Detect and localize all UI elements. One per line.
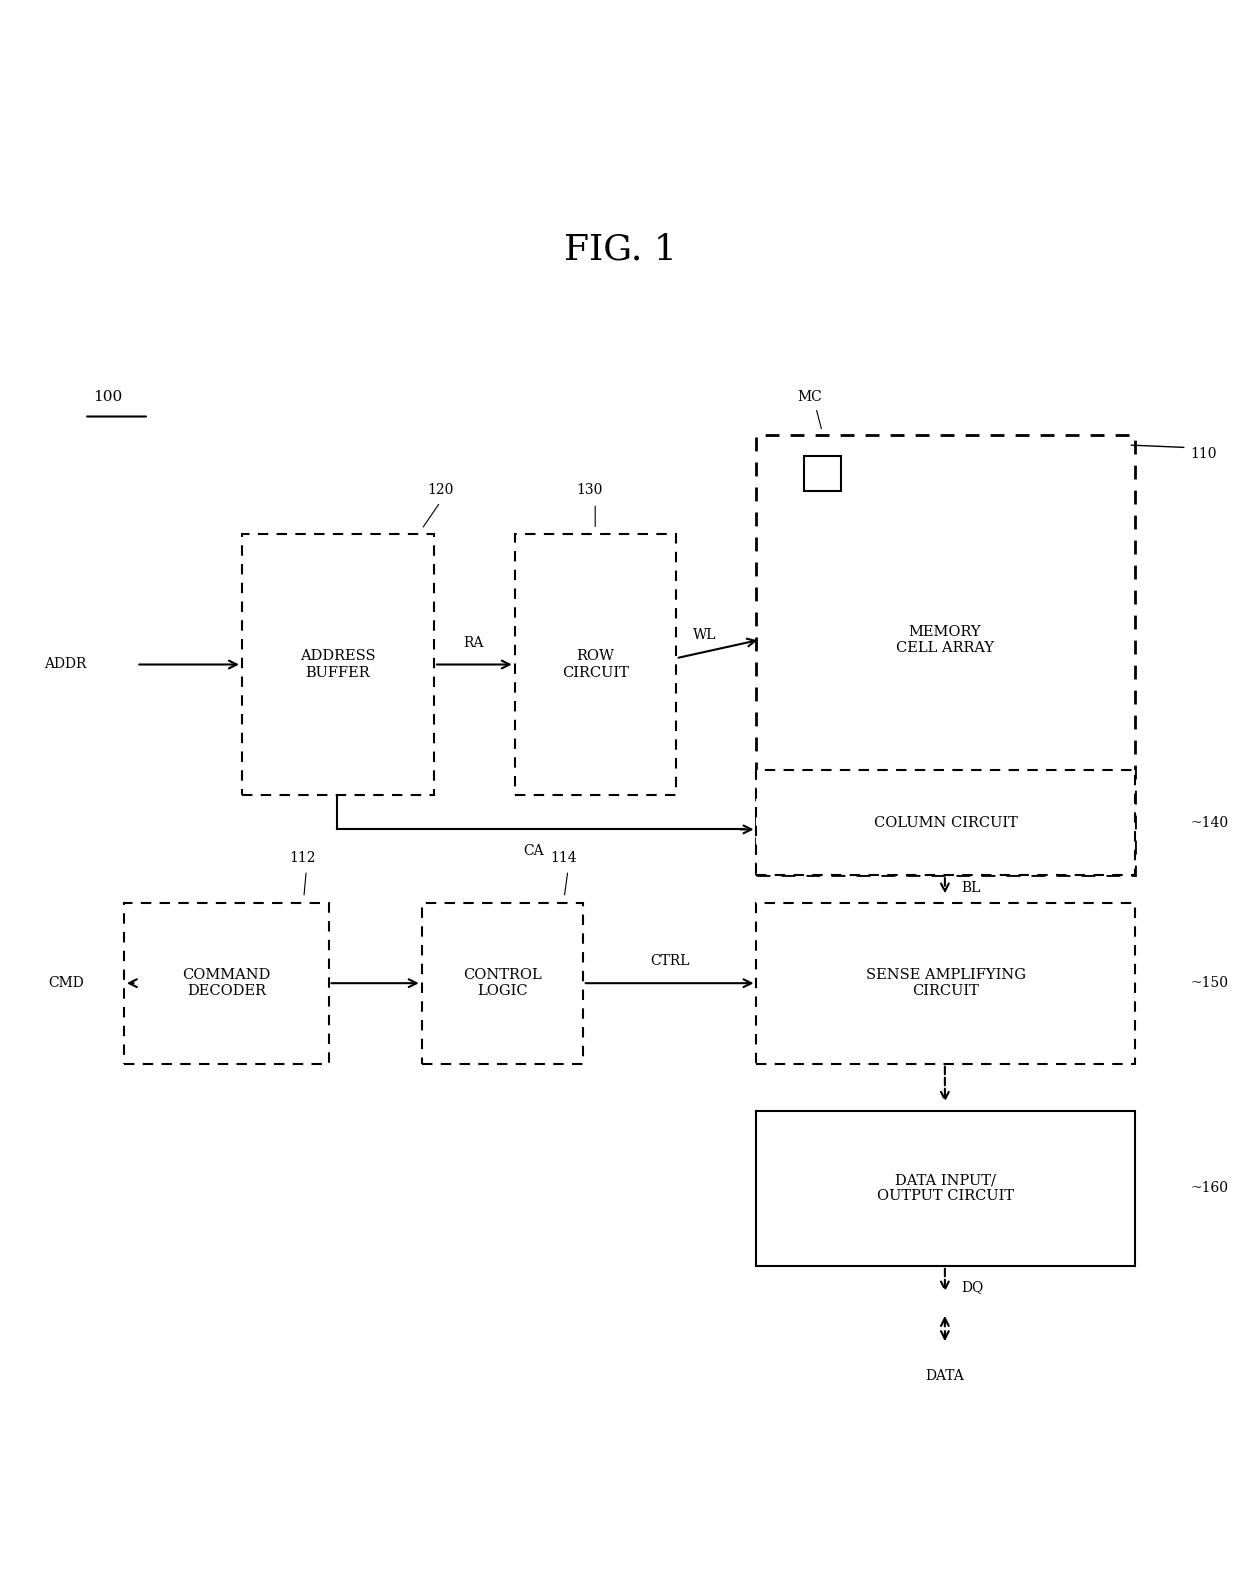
- Text: 120: 120: [428, 483, 454, 497]
- Text: COMMAND
DECODER: COMMAND DECODER: [182, 968, 270, 998]
- Bar: [756, 902, 1135, 1064]
- Bar: [422, 902, 583, 1064]
- Text: DATA: DATA: [925, 1369, 965, 1383]
- Text: MC: MC: [797, 390, 822, 404]
- Text: 110: 110: [1190, 448, 1216, 462]
- Text: ADDR: ADDR: [45, 658, 87, 672]
- Bar: [756, 770, 1135, 875]
- Bar: [804, 456, 841, 490]
- Text: BL: BL: [961, 880, 981, 894]
- Text: COLUMN CIRCUIT: COLUMN CIRCUIT: [873, 815, 1018, 830]
- Text: WL: WL: [693, 628, 717, 642]
- Bar: [515, 535, 676, 795]
- Text: DQ: DQ: [961, 1281, 983, 1295]
- Text: MEMORY
CELL ARRAY: MEMORY CELL ARRAY: [895, 624, 994, 654]
- Text: CTRL: CTRL: [650, 954, 689, 968]
- Text: 114: 114: [551, 852, 577, 866]
- Text: ADDRESS
BUFFER: ADDRESS BUFFER: [300, 650, 376, 680]
- Bar: [124, 902, 329, 1064]
- Text: 100: 100: [93, 390, 123, 404]
- Text: ~150: ~150: [1190, 976, 1229, 990]
- Text: ROW
CIRCUIT: ROW CIRCUIT: [562, 650, 629, 680]
- Bar: [756, 435, 1135, 875]
- Text: 130: 130: [575, 483, 603, 497]
- Text: ~160: ~160: [1190, 1181, 1229, 1195]
- Text: CONTROL
LOGIC: CONTROL LOGIC: [463, 968, 542, 998]
- Text: SENSE AMPLIFYING
CIRCUIT: SENSE AMPLIFYING CIRCUIT: [866, 968, 1025, 998]
- Text: 112: 112: [290, 852, 316, 866]
- Text: DATA INPUT/
OUTPUT CIRCUIT: DATA INPUT/ OUTPUT CIRCUIT: [877, 1173, 1014, 1203]
- Text: FIG. 1: FIG. 1: [563, 232, 677, 267]
- Text: RA: RA: [464, 636, 484, 650]
- Text: ~140: ~140: [1190, 815, 1229, 830]
- Text: CA: CA: [523, 844, 543, 858]
- Bar: [756, 1110, 1135, 1266]
- Bar: [242, 535, 434, 795]
- Text: CMD: CMD: [48, 976, 84, 990]
